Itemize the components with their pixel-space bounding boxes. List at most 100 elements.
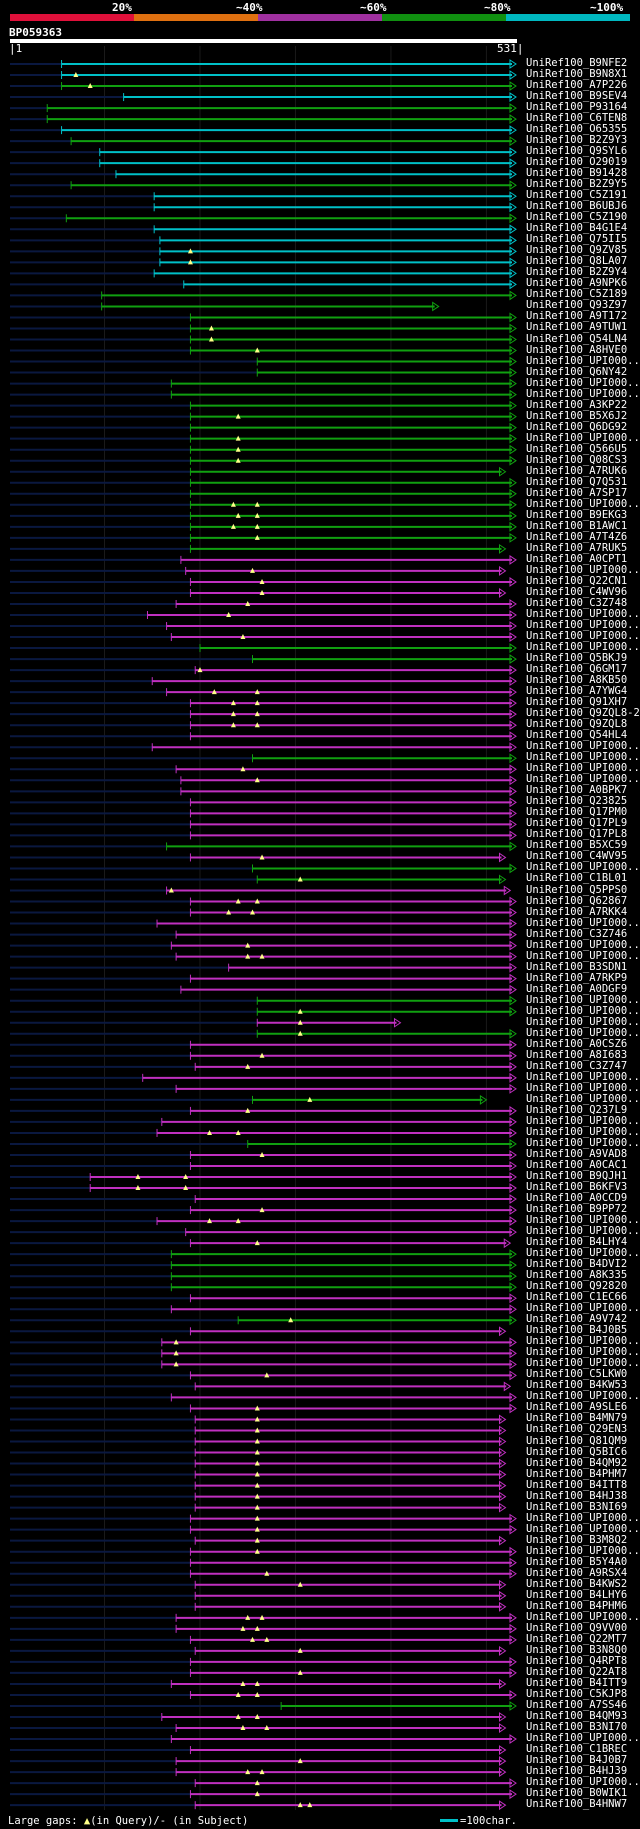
hit-label[interactable]: UniRef100_UPI000...	[526, 1092, 640, 1105]
hit-label[interactable]: UniRef100_C5Z190	[526, 211, 628, 224]
hit-label[interactable]: UniRef100_A0BPK7	[526, 784, 628, 797]
hit-label[interactable]: UniRef100_Q6GM17	[526, 663, 628, 676]
hit-label[interactable]: UniRef100_A8KB50	[526, 674, 628, 687]
hit-label[interactable]: UniRef100_C5LKW0	[526, 1368, 628, 1381]
hit-label[interactable]: UniRef100_C5Z191	[526, 189, 628, 202]
hit-label[interactable]: UniRef100_Q17PL9	[526, 817, 628, 830]
hit-label[interactable]: UniRef100_B4ITT9	[526, 1676, 628, 1689]
hit-label[interactable]: UniRef100_Q9ZQL8-2	[526, 707, 640, 720]
hit-label[interactable]: UniRef100_B9SEV4	[526, 90, 628, 103]
hit-label[interactable]: UniRef100_A3KP22	[526, 398, 628, 411]
hit-label[interactable]: UniRef100_C5Z189	[526, 288, 628, 301]
hit-label[interactable]: UniRef100_C1BL01	[526, 872, 628, 885]
hit-label[interactable]: UniRef100_Q5BKJ9	[526, 652, 628, 665]
hit-label[interactable]: UniRef100_UPI000...	[526, 1522, 640, 1535]
hit-label[interactable]: UniRef100_UPI000...	[526, 376, 640, 389]
hit-label[interactable]: UniRef100_UPI000...	[526, 641, 640, 654]
hit-label[interactable]: UniRef100_Q22MT7	[526, 1632, 628, 1645]
hit-label[interactable]: UniRef100_Q81QM9	[526, 1434, 628, 1447]
hit-label[interactable]: UniRef100_A8HVE0	[526, 343, 628, 356]
hit-label[interactable]: UniRef100_UPI000...	[526, 1015, 640, 1028]
hit-label[interactable]: UniRef100_B4KWS2	[526, 1577, 628, 1590]
hit-label[interactable]: UniRef100_B6UBJ6	[526, 200, 628, 213]
hit-label[interactable]: UniRef100_B6KFV3	[526, 1181, 628, 1194]
hit-label[interactable]: UniRef100_A7P226	[526, 79, 628, 92]
hit-label[interactable]: UniRef100_Q4RPT8	[526, 1654, 628, 1667]
hit-label[interactable]: UniRef100_UPI000...	[526, 740, 640, 753]
hit-label[interactable]: UniRef100_P93164	[526, 101, 628, 114]
hit-label[interactable]: UniRef100_Q6DG92	[526, 420, 628, 433]
hit-label[interactable]: UniRef100_B4DVI2	[526, 1258, 628, 1271]
hit-label[interactable]: UniRef100_UPI000...	[526, 1610, 640, 1623]
hit-label[interactable]: UniRef100_C5KJP8	[526, 1687, 628, 1700]
hit-label[interactable]: UniRef100_Q9VV00	[526, 1621, 628, 1634]
hit-label[interactable]: UniRef100_Q75II5	[526, 233, 628, 246]
hit-label[interactable]: UniRef100_B4PHM6	[526, 1599, 628, 1612]
hit-label[interactable]: UniRef100_Q93Z97	[526, 299, 628, 312]
hit-label[interactable]: UniRef100_B4KW53	[526, 1379, 628, 1392]
hit-label[interactable]: UniRef100_Q23825	[526, 795, 628, 808]
hit-label[interactable]: UniRef100_UPI000...	[526, 619, 640, 632]
hit-label[interactable]: UniRef100_B4QM92	[526, 1456, 628, 1469]
hit-label[interactable]: UniRef100_UPI000...	[526, 1247, 640, 1260]
hit-label[interactable]: UniRef100_A0CSZ6	[526, 1037, 628, 1050]
hit-label[interactable]: UniRef100_B91428	[526, 167, 628, 180]
hit-label[interactable]: UniRef100_B4LHY4	[526, 1236, 628, 1249]
hit-label[interactable]: UniRef100_C4WV95	[526, 850, 628, 863]
hit-label[interactable]: UniRef100_B9NFE2	[526, 57, 628, 69]
hit-label[interactable]: UniRef100_B4G1E4	[526, 222, 628, 235]
hit-label[interactable]: UniRef100_Q54HL4	[526, 729, 628, 742]
hit-label[interactable]: UniRef100_B2Z9Y5	[526, 178, 628, 191]
hit-label[interactable]: UniRef100_B5X6J2	[526, 409, 628, 422]
hit-label[interactable]: UniRef100_A7RUK6	[526, 464, 628, 477]
hit-label[interactable]: UniRef100_UPI000...	[526, 1544, 640, 1557]
hit-label[interactable]: UniRef100_B3N8Q0	[526, 1643, 628, 1656]
hit-label[interactable]: UniRef100_A7SP17	[526, 486, 628, 499]
hit-label[interactable]: UniRef100_C1BREC	[526, 1743, 628, 1756]
hit-label[interactable]: UniRef100_B4LHY6	[526, 1588, 628, 1601]
hit-label[interactable]: UniRef100_UPI000...	[526, 1214, 640, 1227]
hit-label[interactable]: UniRef100_B4HJ38	[526, 1489, 628, 1502]
hit-label[interactable]: UniRef100_UPI000...	[526, 1302, 640, 1315]
hit-label[interactable]: UniRef100_UPI000...	[526, 1357, 640, 1370]
hit-label[interactable]: UniRef100_A7RKP9	[526, 971, 628, 984]
hit-label[interactable]: UniRef100_UPI000...	[526, 1114, 640, 1127]
hit-label[interactable]: UniRef100_UPI000...	[526, 762, 640, 775]
hit-label[interactable]: UniRef100_Q08CS3	[526, 453, 628, 466]
hit-label[interactable]: UniRef100_A9RSX4	[526, 1566, 628, 1579]
hit-label[interactable]: UniRef100_A0DGF9	[526, 982, 628, 995]
hit-label[interactable]: UniRef100_B3NI70	[526, 1721, 628, 1734]
hit-label[interactable]: UniRef100_B2Z9Y4	[526, 266, 628, 279]
hit-label[interactable]: UniRef100_UPI000...	[526, 938, 640, 951]
hit-label[interactable]: UniRef100_A9VAD8	[526, 1147, 628, 1160]
hit-label[interactable]: UniRef100_B4HNW7	[526, 1798, 628, 1811]
hit-label[interactable]: UniRef100_UPI000...	[526, 1225, 640, 1238]
hit-label[interactable]: UniRef100_UPI000...	[526, 1390, 640, 1403]
hit-label[interactable]: UniRef100_B4ITT8	[526, 1478, 628, 1491]
hit-label[interactable]: UniRef100_A7RKK4	[526, 905, 628, 918]
hit-label[interactable]: UniRef100_A7YWG4	[526, 685, 628, 698]
hit-label[interactable]: UniRef100_Q17PM0	[526, 806, 628, 819]
hit-label[interactable]: UniRef100_Q5BIC6	[526, 1445, 628, 1458]
hit-label[interactable]: UniRef100_UPI000...	[526, 1776, 640, 1789]
hit-label[interactable]: UniRef100_A0CAC1	[526, 1159, 628, 1171]
hit-label[interactable]: UniRef100_B5XC59	[526, 839, 628, 852]
hit-label[interactable]: UniRef100_B4HJ39	[526, 1765, 628, 1778]
hit-label[interactable]: UniRef100_Q22CN1	[526, 574, 628, 587]
hit-label[interactable]: UniRef100_A7RUK5	[526, 541, 628, 554]
hit-label[interactable]: UniRef100_C4WV96	[526, 585, 628, 598]
hit-label[interactable]: UniRef100_UPI000...	[526, 1335, 640, 1348]
hit-label[interactable]: UniRef100_Q9ZQL8	[526, 718, 628, 731]
hit-label[interactable]: UniRef100_UPI000...	[526, 916, 640, 929]
hit-label[interactable]: UniRef100_C6TEN8	[526, 112, 628, 125]
hit-label[interactable]: UniRef100_A9NPK6	[526, 277, 628, 290]
hit-label[interactable]: UniRef100_UPI000...	[526, 354, 640, 367]
hit-label[interactable]: UniRef100_Q6NY42	[526, 365, 628, 378]
hit-label[interactable]: UniRef100_A8K335	[526, 1269, 628, 1282]
hit-label[interactable]: UniRef100_UPI000...	[526, 630, 640, 643]
hit-label[interactable]: UniRef100_UPI000...	[526, 1081, 640, 1094]
hit-label[interactable]: UniRef100_Q566U5	[526, 442, 628, 455]
hit-label[interactable]: UniRef100_B9EKG3	[526, 508, 628, 521]
hit-label[interactable]: UniRef100_B9PP72	[526, 1203, 628, 1216]
hit-label[interactable]: UniRef100_B4QM93	[526, 1710, 628, 1722]
